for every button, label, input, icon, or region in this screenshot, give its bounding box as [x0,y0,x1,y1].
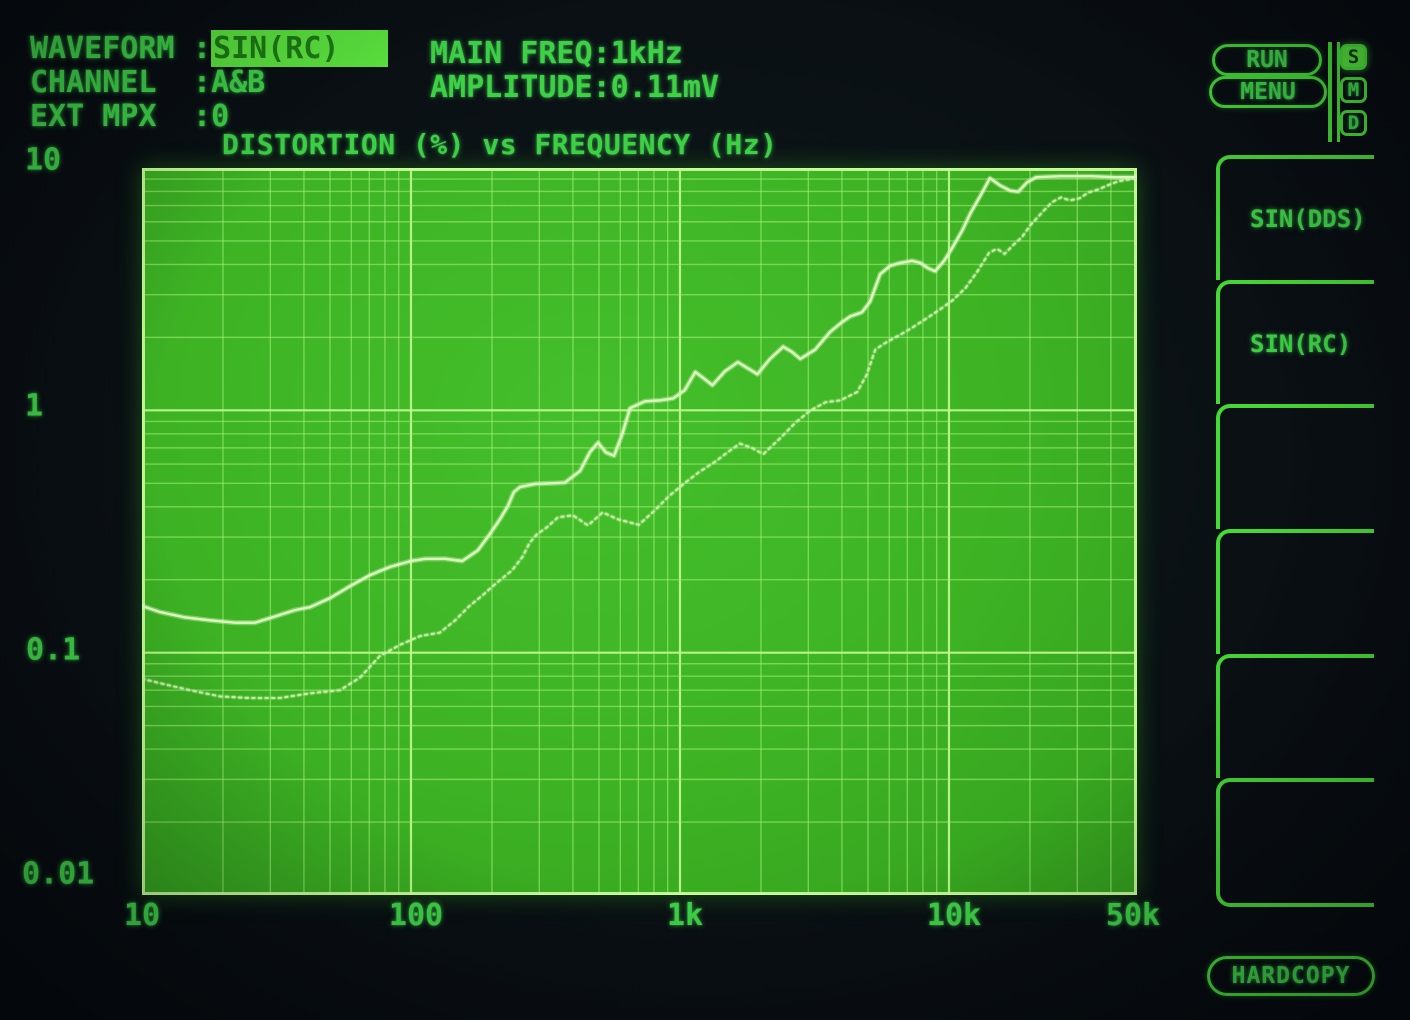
setting-row-waveform: WAVEFORM:SIN(RC) [30,30,388,67]
setting-row-ext-mpx: EXT MPX:0 [30,100,388,134]
colon: : [193,65,212,100]
amplitude-value: 0.11mV [610,70,719,105]
separator-line [1328,42,1340,142]
y-tick-10: 10 [25,142,62,178]
run-button[interactable]: RUN [1212,44,1322,76]
distortion-chart [142,168,1137,895]
status-indicators: S M D [1340,44,1367,136]
softkey-empty-5[interactable] [1216,653,1374,779]
channel-label: CHANNEL [30,65,157,100]
status-badge-s: S [1340,44,1367,70]
trace-1-solid [142,174,1137,624]
status-badge-m: M [1340,77,1367,103]
x-tick-10: 10 [123,898,161,933]
main-freq-value: 1kHz [610,36,683,71]
softkey-empty-4[interactable] [1216,529,1374,654]
softkey-menu: SIN(DDS) SIN(RC) [1216,155,1374,908]
hardcopy-button[interactable]: HARDCOPY [1207,956,1375,996]
main-freq-label: MAIN FREQ [430,36,593,71]
trace-2-dotted [142,175,1137,701]
x-tick-1k: 1k [666,898,704,933]
softkey-sin-rc[interactable]: SIN(RC) [1216,279,1374,405]
setting-row-main-freq: MAIN FREQ:1kHz [430,36,719,71]
waveform-label: WAVEFORM [30,31,175,66]
softkey-empty-6[interactable] [1216,778,1374,908]
x-tick-10k: 10k [926,898,982,933]
colon: : [193,99,212,134]
colon: : [592,36,611,71]
page-title: DISTORTION (%) vs FREQUENCY (Hz) [222,128,778,161]
ext-mpx-label: EXT MPX [30,99,157,134]
trace-2-dotted [142,177,1137,700]
channel-value: A&B [211,65,266,100]
status-badge-d: D [1340,110,1367,136]
trace-1-solid [142,173,1137,626]
y-tick-0p1: 0.1 [26,632,81,668]
chart-canvas [142,168,1137,895]
x-tick-50k: 50k [1105,898,1161,933]
signal-panel: MAIN FREQ:1kHz AMPLITUDE:0.11mV [430,36,719,105]
softkey-empty-3[interactable] [1216,404,1374,530]
amplitude-label: AMPLITUDE [430,70,593,105]
setting-row-amplitude: AMPLITUDE:0.11mV [430,70,719,105]
settings-panel: WAVEFORM:SIN(RC) CHANNEL:A&B EXT MPX:0 [30,30,388,134]
ext-mpx-value: 0 [211,99,230,134]
y-tick-1: 1 [25,388,44,424]
x-tick-100: 100 [388,898,444,933]
y-tick-0p01: 0.01 [22,856,95,892]
colon: : [193,31,212,66]
waveform-value-selected[interactable]: SIN(RC) [211,30,388,67]
setting-row-channel: CHANNEL:A&B [30,66,388,100]
softkey-sin-dds[interactable]: SIN(DDS) [1216,155,1374,280]
colon: : [592,70,611,105]
menu-button[interactable]: MENU [1209,76,1327,108]
